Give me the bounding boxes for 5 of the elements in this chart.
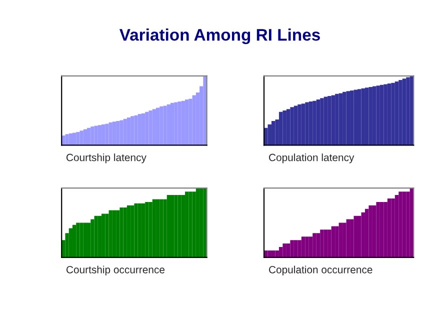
x-axis-title: Copulation latency [269,154,354,164]
x-axis-title: Copulation occurrence [269,266,372,276]
x-axis-title: Courtship latency [66,154,146,164]
chart-title: Variation Among RI Lines [119,28,320,44]
x-axis-title: Courtship occurrence [66,266,164,276]
